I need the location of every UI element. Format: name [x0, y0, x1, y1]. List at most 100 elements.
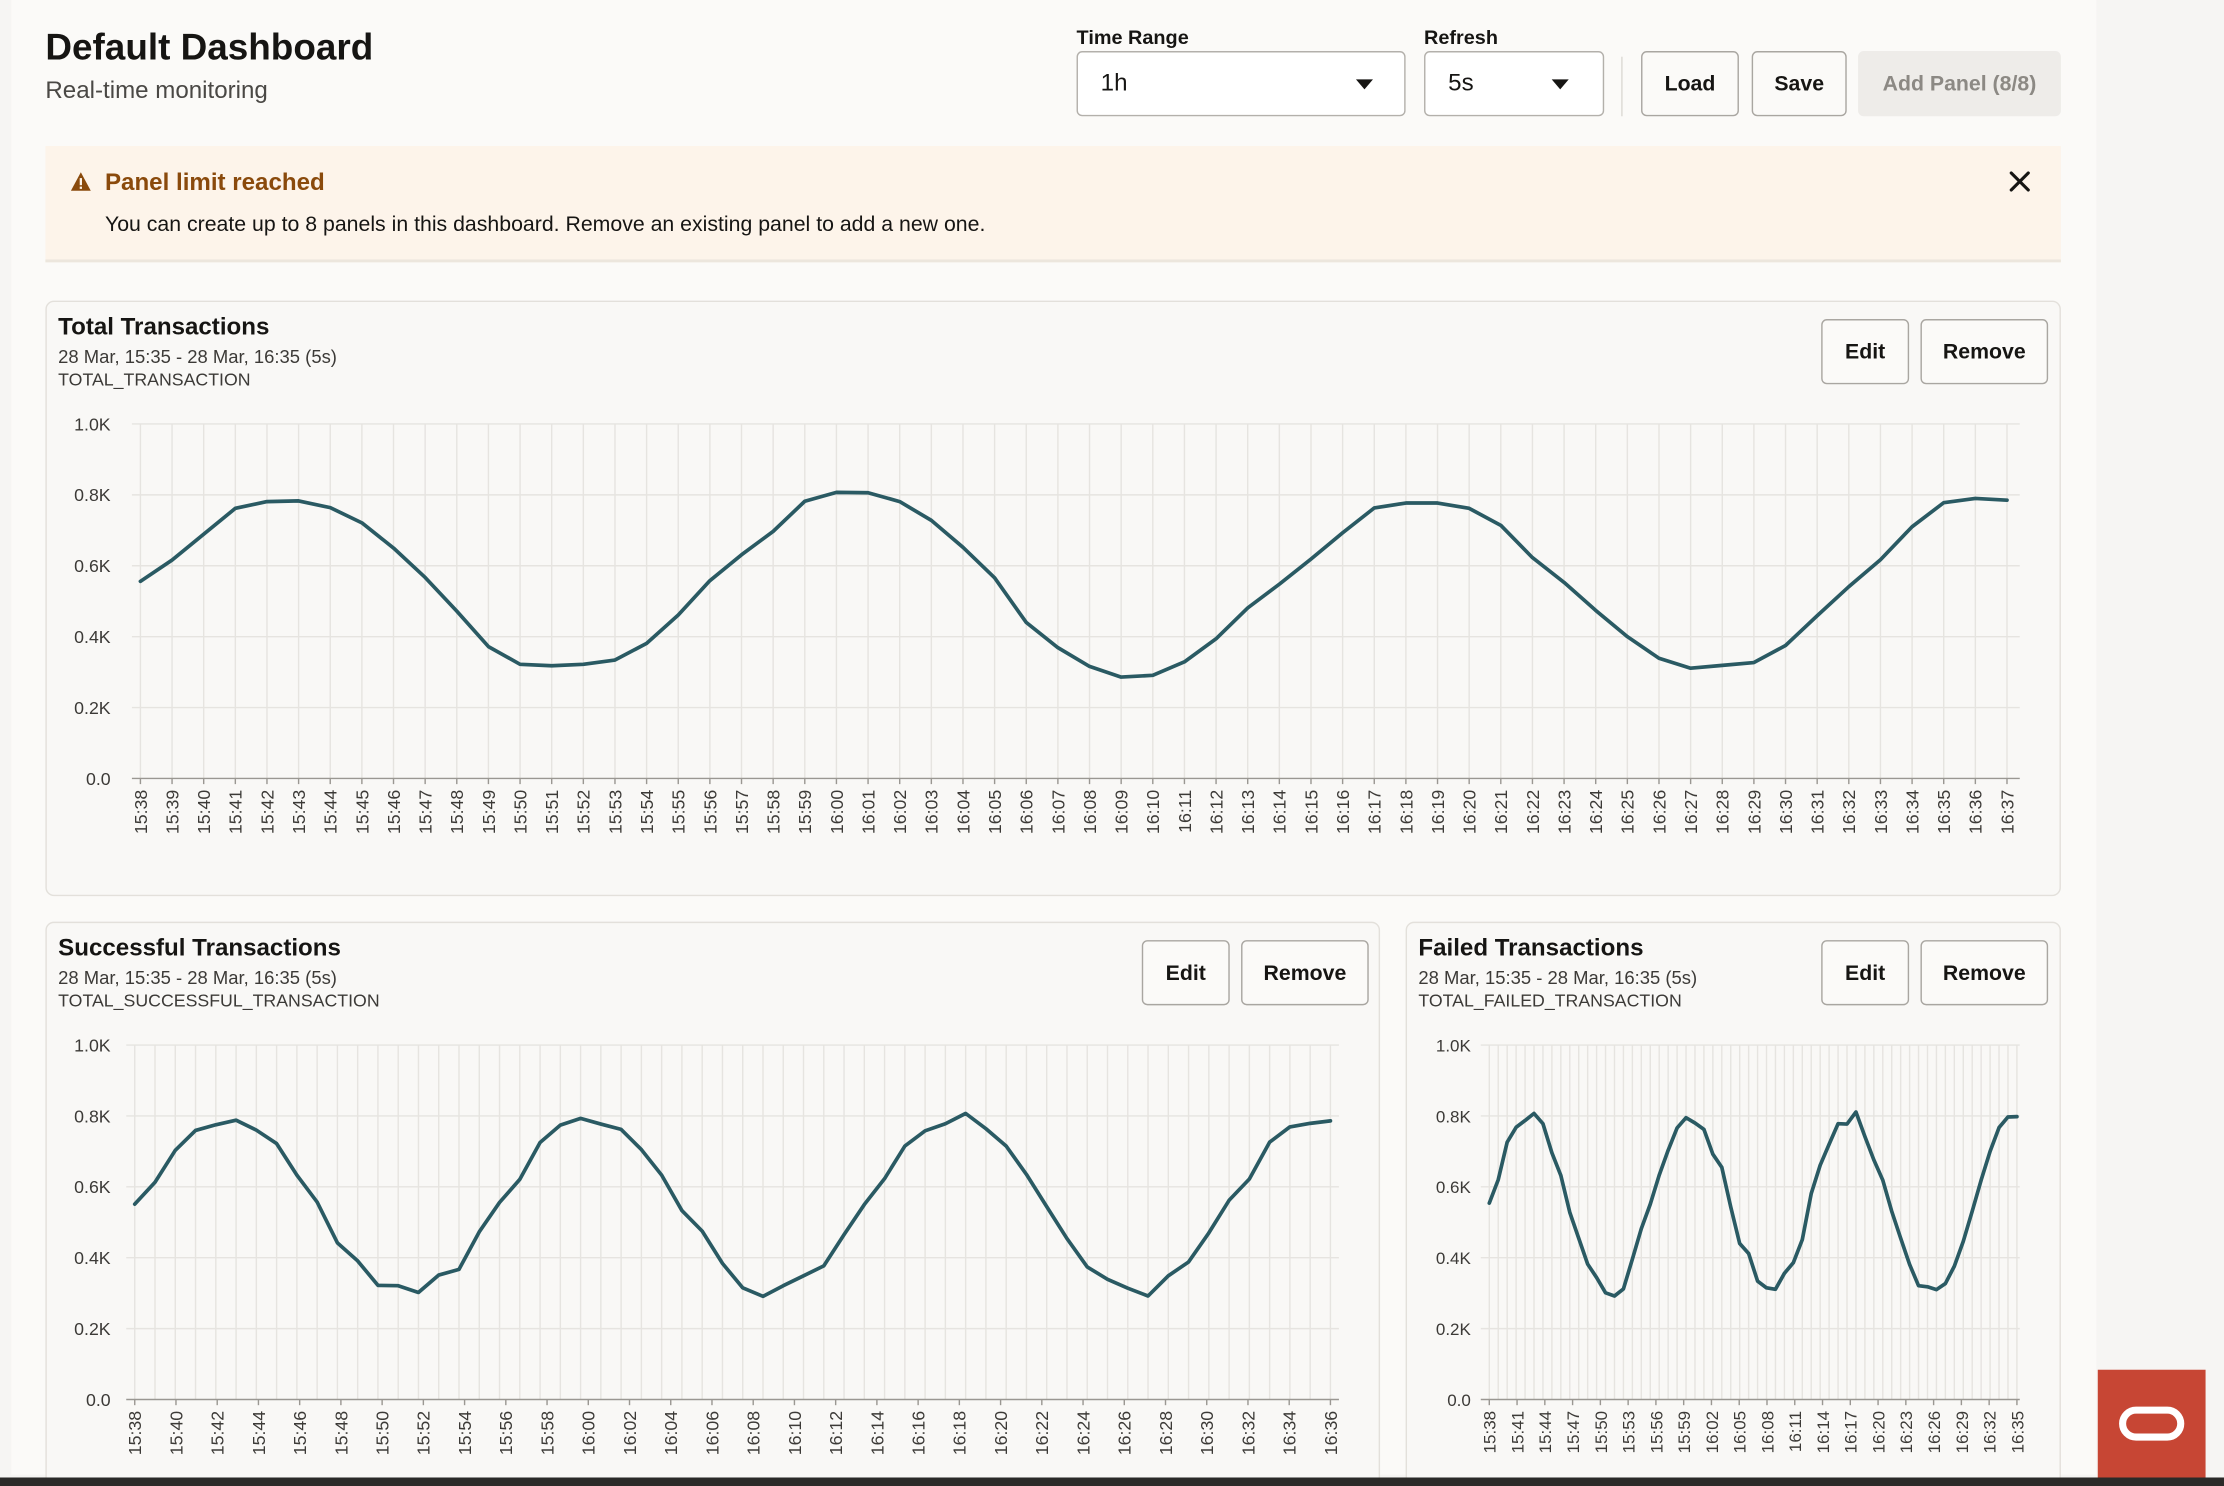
- data-point: [1836, 1122, 1840, 1125]
- x-tick-label: 15:40: [194, 790, 214, 834]
- data-point: [1910, 525, 1914, 529]
- data-point: [1278, 582, 1281, 586]
- data-point: [582, 663, 585, 666]
- x-tick-label: 16:04: [661, 1411, 681, 1455]
- edit-button[interactable]: Edit: [1141, 940, 1230, 1006]
- x-tick-label: 16:24: [1073, 1411, 1093, 1455]
- load-button[interactable]: Load: [1641, 51, 1739, 117]
- x-tick-label: 16:35: [1934, 790, 1954, 834]
- x-tick-label: 16:31: [1808, 790, 1828, 834]
- panel-metric: TOTAL_FAILED_TRANSACTION: [1418, 991, 1682, 1011]
- time-range-select[interactable]: 1h: [1076, 51, 1406, 117]
- data-point: [275, 1142, 278, 1145]
- data-point: [1953, 1264, 1956, 1268]
- data-point: [1720, 664, 1724, 667]
- x-tick-label: 15:50: [510, 790, 530, 834]
- data-point: [1917, 1284, 1920, 1287]
- data-point: [944, 1122, 947, 1125]
- data-point: [822, 1264, 826, 1268]
- data-point: [613, 658, 617, 662]
- y-tick-label: 0.8K: [74, 485, 111, 505]
- data-point: [993, 576, 996, 580]
- data-point: [1613, 1294, 1616, 1298]
- x-tick-label: 15:47: [416, 790, 436, 834]
- x-tick-label: 16:28: [1713, 790, 1733, 834]
- x-tick-label: 15:50: [373, 1411, 393, 1455]
- data-point: [437, 1273, 441, 1277]
- x-tick-label: 16:23: [1897, 1411, 1916, 1454]
- y-tick-label: 0.2K: [74, 1319, 111, 1339]
- x-tick-label: 16:23: [1554, 790, 1574, 834]
- data-point: [1523, 1119, 1527, 1122]
- data-point: [1783, 1272, 1786, 1275]
- x-tick-label: 15:47: [1564, 1411, 1583, 1454]
- close-icon[interactable]: [2004, 166, 2035, 197]
- data-point: [660, 1173, 663, 1177]
- data-point: [487, 645, 490, 648]
- data-point: [1514, 1125, 1518, 1129]
- data-point: [170, 558, 174, 562]
- remove-button[interactable]: Remove: [1241, 940, 1369, 1006]
- data-point: [1863, 1135, 1867, 1138]
- y-tick-label: 0.4K: [74, 627, 111, 647]
- data-point: [1505, 1140, 1509, 1144]
- panel-title: Total Transactions: [58, 313, 270, 341]
- data-point: [153, 1180, 157, 1184]
- add-panel-button[interactable]: Add Panel (8/8): [1858, 51, 2061, 117]
- refresh-label: Refresh: [1424, 25, 1498, 49]
- data-point: [1935, 1288, 1938, 1291]
- x-tick-label: 16:27: [1681, 790, 1701, 834]
- data-point: [1025, 1173, 1028, 1176]
- data-point: [1944, 1282, 1947, 1285]
- data-point: [1809, 1192, 1813, 1195]
- data-point: [579, 1117, 582, 1120]
- data-point: [1246, 606, 1249, 610]
- refresh-value: 5s: [1448, 69, 1474, 97]
- alert-message: You can create up to 8 panels in this da…: [104, 212, 986, 237]
- data-point: [1065, 1237, 1069, 1240]
- x-tick-label: 15:44: [249, 1411, 269, 1455]
- y-tick-label: 0.6K: [74, 1177, 111, 1197]
- data-point: [1106, 1278, 1109, 1281]
- panel-title: Failed Transactions: [1418, 934, 1644, 962]
- page-title: Default Dashboard: [45, 25, 374, 69]
- page-gutter: [2096, 0, 2224, 1486]
- save-button[interactable]: Save: [1751, 51, 1847, 117]
- edit-button[interactable]: Edit: [1821, 940, 1910, 1006]
- data-point: [2005, 498, 2009, 502]
- data-point: [1626, 635, 1629, 638]
- x-tick-label: 16:03: [922, 790, 942, 834]
- data-point: [360, 521, 364, 525]
- x-tick-label: 16:16: [1333, 790, 1353, 834]
- data-point: [1631, 1257, 1634, 1261]
- data-point: [1926, 1285, 1929, 1289]
- x-tick-label: 16:07: [1048, 790, 1068, 834]
- data-point: [903, 1144, 907, 1148]
- data-point: [1531, 556, 1534, 559]
- y-tick-label: 0.6K: [1436, 1178, 1472, 1197]
- data-point: [396, 1284, 400, 1287]
- data-point: [842, 1233, 846, 1236]
- x-tick-label: 16:18: [1396, 790, 1416, 834]
- data-point: [741, 1286, 744, 1290]
- refresh-select[interactable]: 5s: [1424, 51, 1605, 117]
- data-point: [619, 1128, 623, 1131]
- x-tick-label: 16:02: [890, 790, 910, 834]
- data-point: [457, 1268, 461, 1271]
- data-point: [1675, 1126, 1679, 1130]
- remove-button[interactable]: Remove: [1920, 940, 2049, 1006]
- x-tick-label: 15:42: [208, 1411, 228, 1455]
- x-tick-label: 15:39: [162, 790, 182, 834]
- data-point: [559, 1123, 562, 1127]
- x-tick-label: 16:28: [1156, 1411, 1176, 1455]
- data-point: [1890, 1209, 1893, 1213]
- series-line: [132, 1111, 1333, 1299]
- data-point: [174, 1149, 177, 1152]
- edit-button[interactable]: Edit: [1821, 319, 1910, 385]
- x-tick-label: 16:02: [1703, 1411, 1722, 1454]
- x-tick-label: 15:53: [605, 790, 625, 834]
- remove-button[interactable]: Remove: [1920, 319, 2049, 385]
- oracle-logo-button[interactable]: [2097, 1369, 2206, 1478]
- data-point: [417, 1291, 420, 1294]
